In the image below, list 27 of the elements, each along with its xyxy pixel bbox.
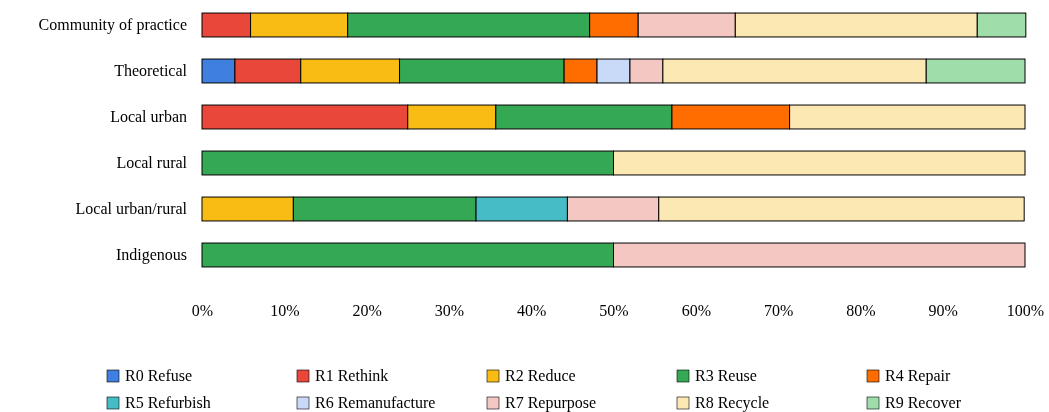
legend-label: R0 Refuse [125,367,193,384]
legend-label: R3 Reuse [695,367,757,384]
legend-label: R5 Refurbish [125,394,211,411]
legend-label: R4 Repair [885,367,951,385]
y-tick-label: Local urban/rural [75,200,188,218]
x-tick-label: 50% [599,302,629,320]
x-tick-label: 90% [928,302,958,320]
x-tick-label: 60% [681,302,711,320]
legend-label: R6 Remanufacture [315,394,436,411]
x-tick-label: 20% [352,302,382,320]
x-tick-label: 70% [763,302,794,320]
legend-label: R8 Recycle [695,394,770,412]
x-tick-label: 100% [1006,302,1045,320]
y-tick-label: Indigenous [115,246,187,265]
x-tick-label: 40% [517,302,547,320]
x-tick-label: 10% [270,302,300,320]
y-tick-label: Community of practice [38,16,187,35]
legend-label: R9 Recover [885,394,962,411]
y-tick-label: Local rural [116,154,188,172]
y-tick-label: Theoretical [114,62,188,80]
x-tick-label: 0% [191,302,214,320]
y-tick-label: Local urban [110,108,187,126]
x-tick-label: 30% [434,302,465,320]
legend-label: R7 Repurpose [505,394,597,412]
x-tick-label: 80% [846,302,876,320]
legend-label: R1 Rethink [315,367,389,384]
legend-label: R2 Reduce [505,367,576,384]
